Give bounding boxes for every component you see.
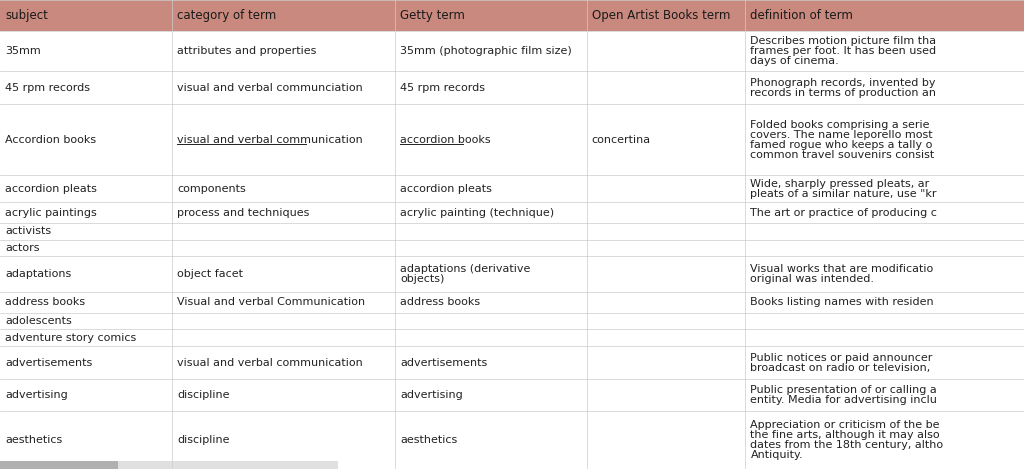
Bar [0,223,1024,240]
Bar [0,257,1024,292]
Text: advertising: advertising [400,390,463,400]
Text: 45 rpm records: 45 rpm records [400,83,485,92]
Text: Describes motion picture film tha: Describes motion picture film tha [751,36,937,46]
Text: 35mm (photographic film size): 35mm (photographic film size) [400,46,572,56]
Text: entity. Media for advertising inclu: entity. Media for advertising inclu [751,395,937,405]
Text: 45 rpm records: 45 rpm records [5,83,90,92]
Bar [0,175,1024,202]
Text: original was intended.: original was intended. [751,274,874,284]
Text: concertina: concertina [592,135,651,144]
Text: Public notices or paid announcer: Public notices or paid announcer [751,353,933,363]
Text: visual and verbal communication: visual and verbal communication [177,358,362,368]
Text: advertisements: advertisements [400,358,487,368]
Bar [0,411,1024,469]
Text: object facet: object facet [177,269,243,279]
Bar [0,104,1024,175]
Bar [0,346,1024,379]
Text: advertising: advertising [5,390,68,400]
Bar [0,71,1024,104]
Text: frames per foot. It has been used: frames per foot. It has been used [751,46,937,56]
Text: Visual and verbal Communication: Visual and verbal Communication [177,297,366,307]
Text: visual and verbal communication: visual and verbal communication [177,135,362,144]
Text: the fine arts, although it may also: the fine arts, although it may also [751,430,940,440]
Text: adaptations (derivative: adaptations (derivative [400,264,530,274]
Text: dates from the 18th century, altho: dates from the 18th century, altho [751,440,943,450]
Text: accordion pleats: accordion pleats [400,184,493,194]
Text: aesthetics: aesthetics [5,435,62,445]
Text: Accordion books: Accordion books [5,135,96,144]
Text: Phonograph records, invented by: Phonograph records, invented by [751,77,936,88]
Bar [0,329,1024,346]
Text: attributes and properties: attributes and properties [177,46,316,56]
Text: records in terms of production an: records in terms of production an [751,88,937,98]
Text: Open Artist Books term: Open Artist Books term [592,9,730,22]
Text: Antiquity.: Antiquity. [751,450,803,460]
Bar [0,202,1024,223]
Text: Appreciation or criticism of the be: Appreciation or criticism of the be [751,420,940,430]
Text: adventure story comics: adventure story comics [5,333,136,343]
Text: adaptations: adaptations [5,269,72,279]
Text: Folded books comprising a serie: Folded books comprising a serie [751,120,930,129]
Text: days of cinema.: days of cinema. [751,56,840,66]
Text: components: components [177,184,246,194]
Text: discipline: discipline [177,390,229,400]
Bar [0,313,1024,329]
Text: accordion books: accordion books [400,135,490,144]
Text: broadcast on radio or television,: broadcast on radio or television, [751,363,931,373]
Bar [0,292,1024,313]
Text: acrylic paintings: acrylic paintings [5,208,96,218]
Text: Wide, sharply pressed pleats, ar: Wide, sharply pressed pleats, ar [751,179,930,189]
Text: covers. The name leporello most: covers. The name leporello most [751,129,933,140]
Text: acrylic painting (technique): acrylic painting (technique) [400,208,554,218]
Bar [0,461,338,469]
Text: Books listing names with residen: Books listing names with residen [751,297,934,307]
Text: Visual works that are modificatio: Visual works that are modificatio [751,264,934,274]
Text: The art or practice of producing c: The art or practice of producing c [751,208,937,218]
Text: accordion pleats: accordion pleats [5,184,97,194]
Text: pleats of a similar nature, use "kr: pleats of a similar nature, use "kr [751,189,937,199]
Text: Getty term: Getty term [400,9,465,22]
Text: adolescents: adolescents [5,316,72,326]
Bar [0,31,1024,71]
Text: subject: subject [5,9,48,22]
Text: activists: activists [5,227,51,236]
Bar [0,0,1024,31]
Text: common travel souvenirs consist: common travel souvenirs consist [751,150,935,159]
Text: process and techniques: process and techniques [177,208,309,218]
Text: famed rogue who keeps a tally o: famed rogue who keeps a tally o [751,140,933,150]
Bar [0,379,1024,411]
Text: category of term: category of term [177,9,276,22]
Text: address books: address books [400,297,480,307]
Bar [0,461,118,469]
Bar [0,240,1024,257]
Text: actors: actors [5,243,40,253]
Text: aesthetics: aesthetics [400,435,458,445]
Text: objects): objects) [400,274,444,284]
Text: advertisements: advertisements [5,358,92,368]
Text: visual and verbal communciation: visual and verbal communciation [177,83,362,92]
Text: discipline: discipline [177,435,229,445]
Text: 35mm: 35mm [5,46,41,56]
Text: Public presentation of or calling a: Public presentation of or calling a [751,385,937,395]
Text: address books: address books [5,297,85,307]
Text: definition of term: definition of term [751,9,853,22]
